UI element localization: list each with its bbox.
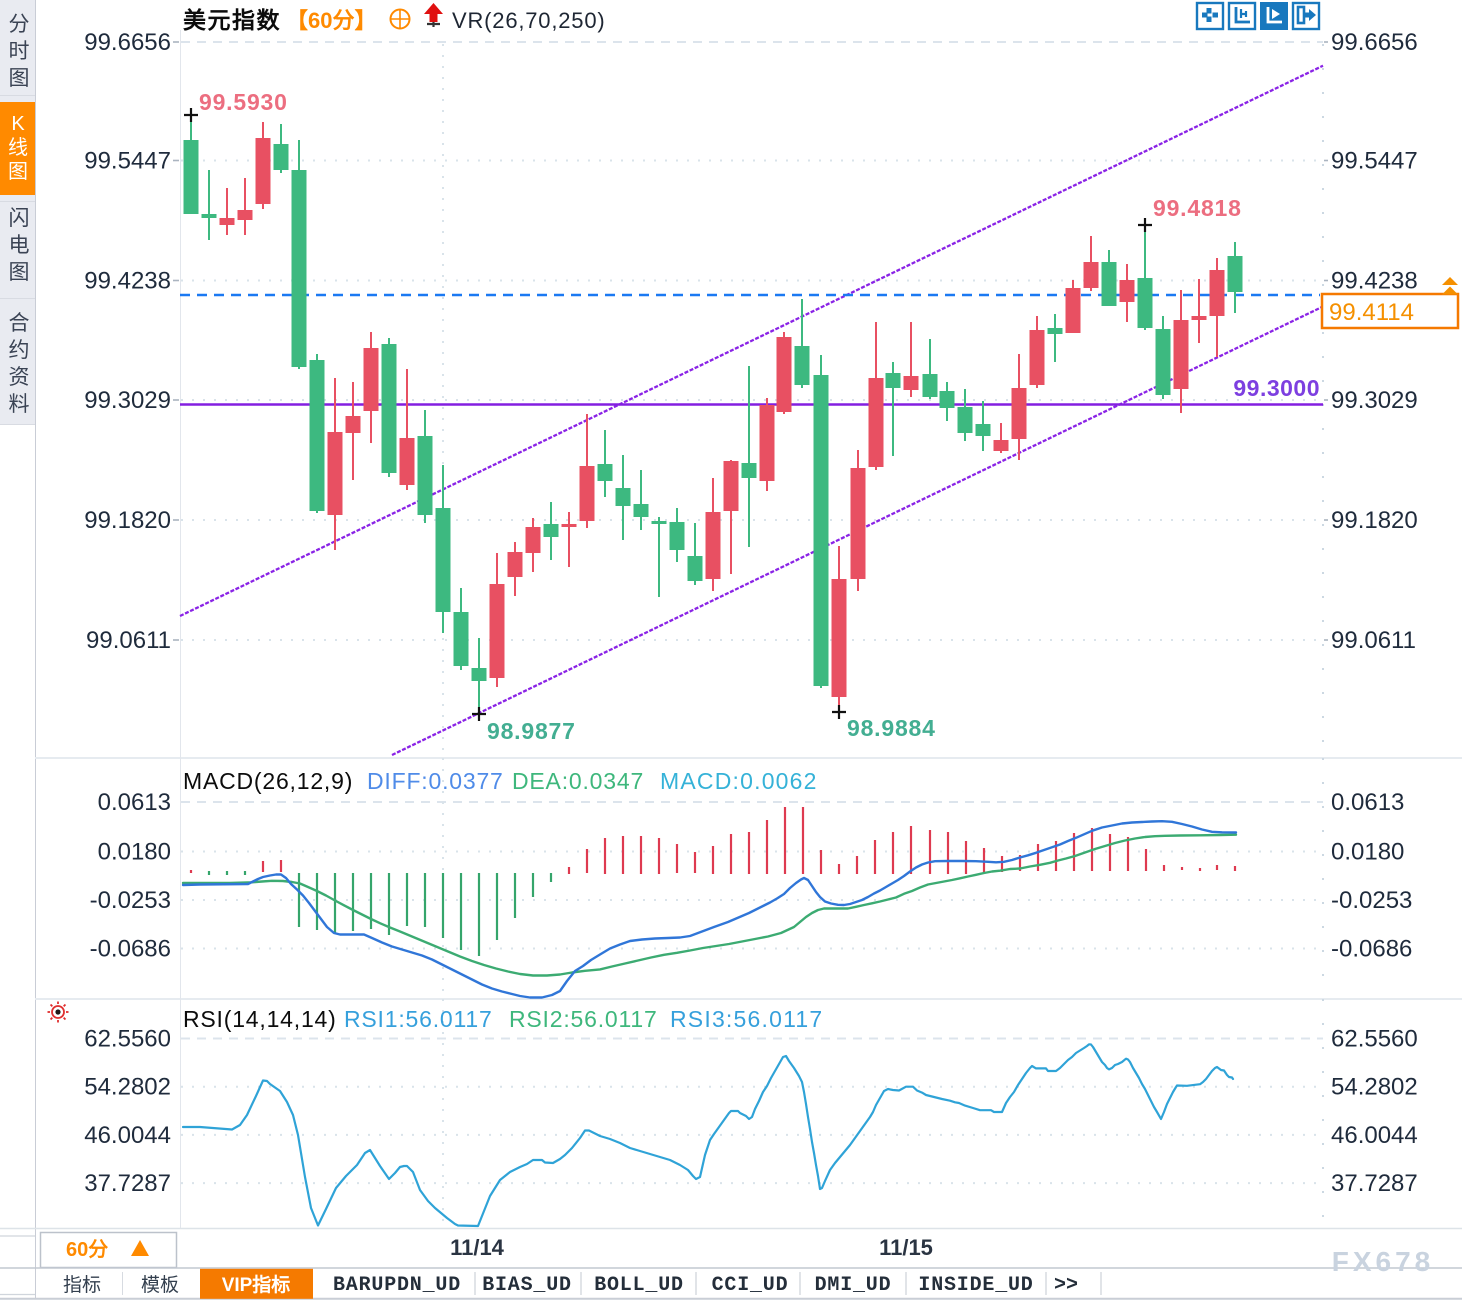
svg-text:54.2802: 54.2802 — [1331, 1074, 1418, 1101]
svg-text:0.0613: 0.0613 — [98, 789, 171, 816]
svg-text:0.0613: 0.0613 — [1331, 789, 1404, 816]
svg-text:62.5560: 62.5560 — [1331, 1026, 1418, 1053]
svg-text:99.1820: 99.1820 — [1331, 507, 1418, 534]
svg-text:BIAS_UD: BIAS_UD — [482, 1274, 572, 1297]
svg-text:37.7287: 37.7287 — [84, 1170, 171, 1197]
svg-text:98.9884: 98.9884 — [847, 715, 936, 741]
svg-text:99.6656: 99.6656 — [84, 29, 171, 56]
svg-text:VR(26,70,250): VR(26,70,250) — [452, 8, 606, 33]
svg-text:线: 线 — [8, 136, 28, 159]
svg-text:99.4818: 99.4818 — [1153, 195, 1242, 221]
svg-text:99.3029: 99.3029 — [84, 387, 171, 414]
svg-text:BARUPDN_UD: BARUPDN_UD — [333, 1274, 461, 1297]
svg-text:RSI2:56.0117: RSI2:56.0117 — [509, 1006, 658, 1032]
svg-text:INSIDE_UD: INSIDE_UD — [918, 1274, 1033, 1297]
svg-text:11/15: 11/15 — [879, 1235, 933, 1260]
svg-text:99.6656: 99.6656 — [1331, 29, 1418, 56]
svg-text:99.5930: 99.5930 — [199, 89, 288, 115]
svg-text:RSI(14,14,14): RSI(14,14,14) — [183, 1006, 337, 1032]
svg-text:图: 图 — [9, 261, 30, 284]
svg-text:99.4238: 99.4238 — [84, 268, 171, 295]
svg-text:54.2802: 54.2802 — [84, 1074, 171, 1101]
svg-text:料: 料 — [9, 393, 30, 416]
svg-text:时: 时 — [9, 40, 30, 63]
svg-text:99.3000: 99.3000 — [1233, 375, 1320, 401]
svg-text:BOLL_UD: BOLL_UD — [594, 1274, 684, 1297]
svg-text:合: 合 — [9, 312, 30, 335]
svg-text:11/14: 11/14 — [450, 1235, 505, 1260]
svg-text:RSI1:56.0117: RSI1:56.0117 — [344, 1006, 493, 1032]
svg-text:模板: 模板 — [141, 1274, 179, 1296]
svg-text:MACD(26,12,9): MACD(26,12,9) — [183, 768, 353, 794]
svg-text:98.9877: 98.9877 — [487, 718, 576, 744]
svg-text:DMI_UD: DMI_UD — [815, 1274, 892, 1297]
svg-text:K: K — [11, 113, 25, 135]
svg-text:46.0044: 46.0044 — [1331, 1122, 1418, 1149]
svg-text:46.0044: 46.0044 — [84, 1122, 171, 1149]
svg-text:指标: 指标 — [63, 1274, 101, 1296]
svg-text:-0.0686: -0.0686 — [90, 936, 171, 963]
svg-text:美元指数: 美元指数 — [183, 7, 281, 33]
svg-text:99.4114: 99.4114 — [1329, 299, 1414, 326]
svg-text:【60分】: 【60分】 — [286, 8, 376, 33]
svg-text:RSI3:56.0117: RSI3:56.0117 — [670, 1006, 823, 1032]
svg-text:99.3029: 99.3029 — [1331, 387, 1418, 414]
svg-text:99.5447: 99.5447 — [84, 148, 171, 175]
svg-text:99.0611: 99.0611 — [1331, 627, 1416, 654]
svg-text:资: 资 — [9, 366, 30, 389]
svg-text:-0.0686: -0.0686 — [1331, 936, 1412, 963]
svg-text:99.1820: 99.1820 — [84, 507, 171, 534]
svg-text:DIFF:0.0377: DIFF:0.0377 — [367, 768, 504, 794]
svg-text:99.0611: 99.0611 — [86, 627, 171, 654]
svg-text:闪: 闪 — [9, 207, 30, 230]
svg-text:VIP指标: VIP指标 — [222, 1274, 291, 1296]
svg-text:62.5560: 62.5560 — [84, 1026, 171, 1053]
svg-text:FX678: FX678 — [1332, 1246, 1435, 1277]
svg-text:60分: 60分 — [66, 1238, 108, 1261]
svg-text:DEA:0.0347: DEA:0.0347 — [512, 768, 644, 794]
svg-text:37.7287: 37.7287 — [1331, 1170, 1418, 1197]
svg-text:约: 约 — [9, 339, 30, 362]
svg-text:电: 电 — [9, 234, 30, 257]
svg-text:CCI_UD: CCI_UD — [712, 1274, 789, 1297]
svg-text:分: 分 — [9, 13, 30, 36]
svg-text:图: 图 — [8, 161, 28, 183]
svg-text:99.5447: 99.5447 — [1331, 148, 1418, 175]
svg-text:MACD:0.0062: MACD:0.0062 — [660, 768, 818, 794]
svg-text:-0.0253: -0.0253 — [1331, 887, 1412, 914]
svg-text:>>: >> — [1054, 1274, 1078, 1297]
svg-text:0.0180: 0.0180 — [98, 839, 171, 866]
svg-text:99.4238: 99.4238 — [1331, 268, 1418, 295]
svg-text:-0.0253: -0.0253 — [90, 887, 171, 914]
svg-text:0.0180: 0.0180 — [1331, 839, 1404, 866]
svg-text:图: 图 — [9, 67, 30, 90]
